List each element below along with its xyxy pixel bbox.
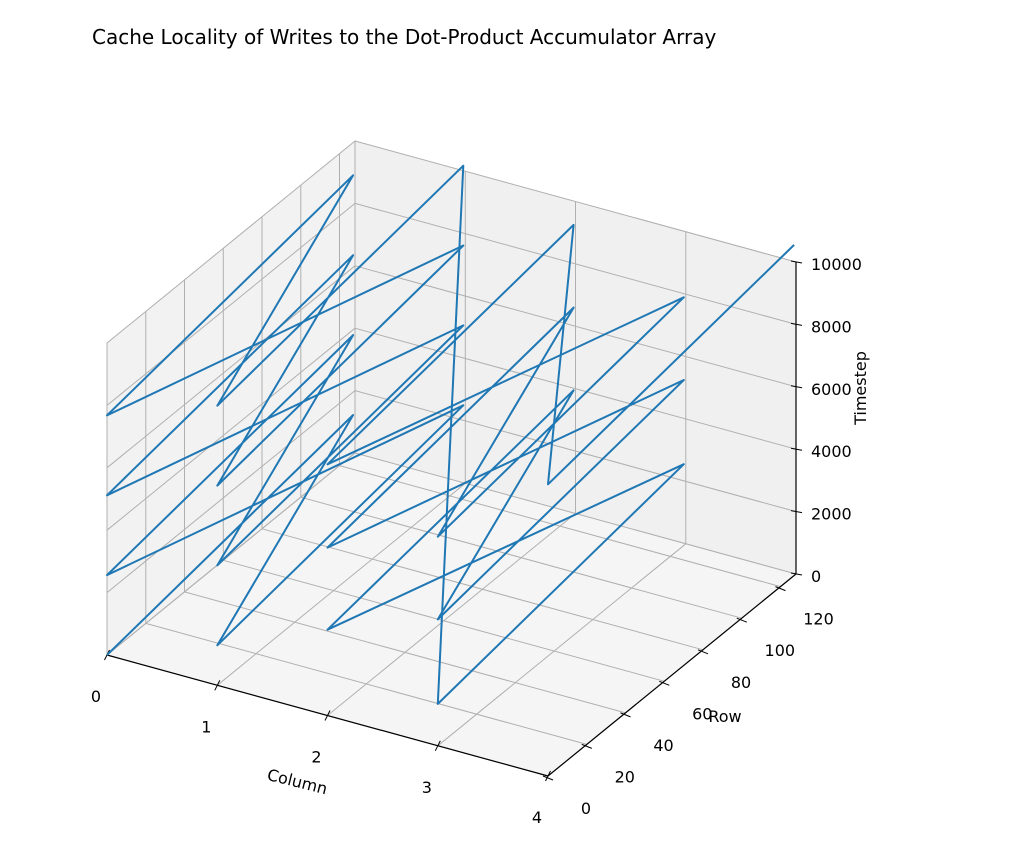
x-tick-label: 4 bbox=[532, 808, 542, 827]
z-gridline-left bbox=[106, 327, 356, 531]
z-gridline-back bbox=[354, 327, 797, 450]
x-tick bbox=[214, 680, 221, 691]
y-gridline-floor bbox=[261, 528, 704, 651]
x-tick-label: 2 bbox=[311, 748, 321, 767]
y-tick bbox=[697, 649, 709, 655]
z-tick bbox=[790, 447, 803, 451]
y-tick-label: 40 bbox=[653, 736, 673, 755]
x-gridline-floor bbox=[216, 482, 466, 686]
y-tick-label: 80 bbox=[731, 673, 751, 692]
z-gridline-back bbox=[354, 202, 797, 325]
y-gridline-floor bbox=[339, 465, 781, 588]
y-tick-label: 0 bbox=[581, 799, 591, 818]
x-tick bbox=[434, 740, 441, 752]
y-tick bbox=[775, 586, 786, 592]
z-gridline-left bbox=[106, 140, 356, 344]
x-tick-label: 3 bbox=[422, 778, 432, 797]
series-layer bbox=[106, 164, 795, 705]
z-tick bbox=[790, 260, 803, 264]
z-tick-label: 0 bbox=[811, 567, 821, 586]
y-tick-label: 100 bbox=[765, 641, 796, 660]
y-tick bbox=[736, 617, 747, 623]
x-tick-label: 0 bbox=[91, 687, 101, 706]
z-tick bbox=[790, 322, 803, 326]
z-gridline-left bbox=[106, 265, 356, 469]
y-tick-label: 20 bbox=[615, 767, 635, 786]
axis-panes bbox=[105, 139, 798, 777]
y-gridline-floor bbox=[300, 496, 742, 619]
z-gridline-left bbox=[106, 452, 356, 656]
z-gridline-left bbox=[106, 203, 356, 406]
z-tick-label: 10000 bbox=[811, 255, 862, 274]
y-gridline-floor bbox=[184, 591, 626, 714]
series-line bbox=[106, 164, 795, 705]
z-tick-label: 6000 bbox=[811, 380, 852, 399]
x-gridline-floor bbox=[327, 513, 576, 716]
x-tick bbox=[324, 710, 331, 721]
z-gridline-back bbox=[354, 140, 797, 263]
z-tick-label: 4000 bbox=[811, 442, 852, 461]
z-tick bbox=[790, 385, 803, 389]
y-tick bbox=[542, 775, 554, 781]
x-tick bbox=[545, 770, 551, 782]
y-tick bbox=[620, 712, 631, 718]
z-gridline-back bbox=[354, 390, 797, 513]
y-tick bbox=[581, 743, 592, 749]
z-tick bbox=[790, 572, 803, 576]
y-axis-line bbox=[547, 573, 797, 777]
x-axis-title: Column bbox=[265, 765, 329, 798]
y-axis-title: Row bbox=[708, 707, 741, 726]
y-tick-label: 60 bbox=[692, 704, 712, 723]
z-axis-title: Timestep bbox=[851, 351, 870, 426]
y-tick-label: 120 bbox=[803, 610, 834, 629]
x-tick-label: 1 bbox=[201, 717, 211, 736]
y-gridline-floor bbox=[223, 559, 665, 682]
chart-title: Cache Locality of Writes to the Dot-Prod… bbox=[92, 25, 716, 49]
z-tick bbox=[790, 510, 803, 514]
z-gridline-back bbox=[354, 265, 797, 388]
z-tick-label: 2000 bbox=[811, 505, 852, 524]
z-gridline-left bbox=[106, 390, 356, 593]
x-gridline-floor bbox=[437, 543, 687, 747]
y-tick bbox=[659, 680, 670, 686]
z-tick-label: 8000 bbox=[811, 317, 852, 336]
